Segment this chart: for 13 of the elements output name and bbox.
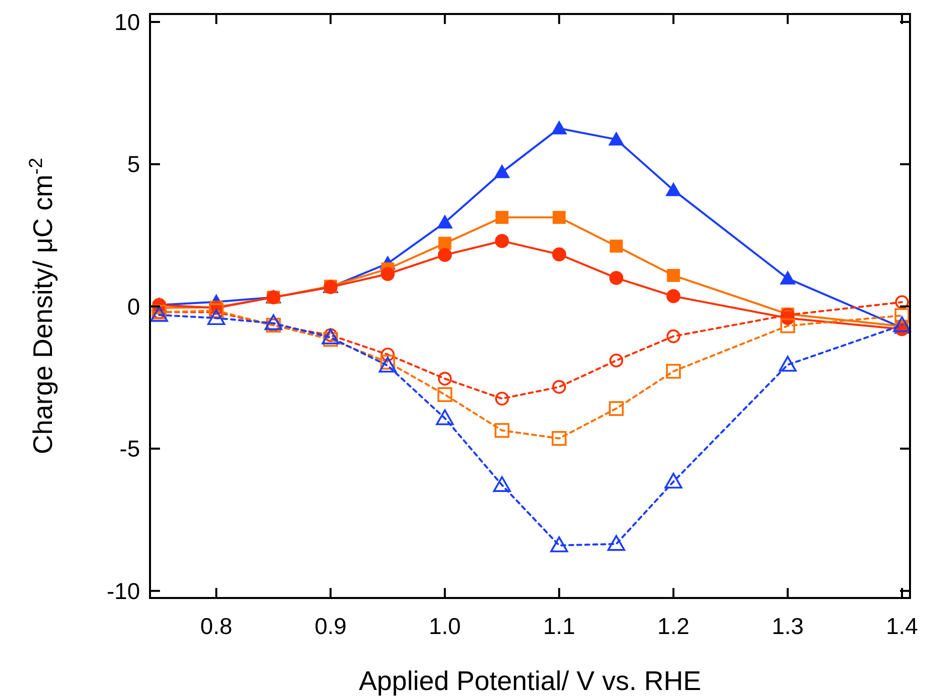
y-tick-label: 0	[127, 293, 140, 320]
x-tick-label: 1.4	[886, 613, 918, 639]
x-tick-label: 1.3	[772, 613, 804, 639]
x-tick-label: 1.0	[428, 613, 461, 639]
x-tick-label: 0.8	[200, 613, 232, 639]
y-tick-label: 5	[127, 151, 140, 178]
y-tick-label: -5	[120, 436, 140, 462]
y-tick-label: 10	[114, 8, 140, 35]
x-tick-label: 1.2	[657, 613, 690, 639]
x-tick-label: 0.9	[314, 613, 347, 639]
x-tick-label: 1.1	[543, 613, 576, 639]
y-tick-label: -10	[106, 578, 140, 604]
x-axis-title: Applied Potential/ V vs. RHE	[358, 666, 702, 696]
